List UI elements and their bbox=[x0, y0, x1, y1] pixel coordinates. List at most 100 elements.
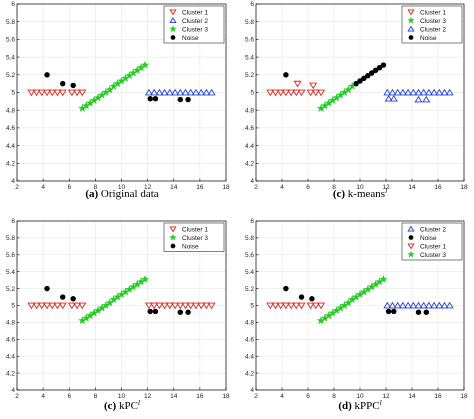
x-tick-label: 8 bbox=[94, 393, 98, 400]
data-point bbox=[144, 302, 153, 310]
data-point bbox=[147, 95, 153, 102]
data-point bbox=[186, 88, 195, 96]
series-cluster-1 bbox=[266, 302, 325, 310]
caption-text: kPPC bbox=[352, 400, 380, 412]
data-point bbox=[435, 88, 444, 96]
data-point bbox=[430, 88, 439, 96]
data-point bbox=[376, 65, 383, 71]
x-tick-label: 14 bbox=[170, 184, 178, 191]
y-tick-label: 5 bbox=[11, 303, 15, 310]
data-point bbox=[440, 301, 449, 309]
y-tick-label: 5.6 bbox=[245, 252, 254, 259]
y-tick-label: 5.6 bbox=[245, 37, 254, 44]
data-point bbox=[58, 302, 67, 310]
caption-text: k-means bbox=[345, 188, 385, 200]
x-tick-label: 16 bbox=[434, 393, 442, 400]
legend-marker bbox=[169, 233, 177, 241]
data-point bbox=[44, 72, 50, 78]
series-cluster-1 bbox=[27, 302, 216, 310]
data-point bbox=[383, 301, 392, 309]
legend-label: Cluster 1 bbox=[420, 9, 446, 16]
data-point bbox=[155, 302, 164, 310]
data-point bbox=[32, 302, 41, 310]
data-point bbox=[414, 301, 423, 309]
data-point bbox=[424, 88, 433, 96]
series-cluster-1 bbox=[27, 89, 87, 97]
panel-caption: (c) k-meansl bbox=[333, 186, 387, 200]
x-tick-label: 16 bbox=[196, 393, 204, 400]
x-tick-label: 6 bbox=[306, 393, 310, 400]
y-tick-label: 4.6 bbox=[245, 337, 254, 344]
legend-marker bbox=[407, 243, 415, 250]
data-point bbox=[150, 88, 159, 96]
data-point bbox=[287, 302, 296, 310]
data-point bbox=[388, 301, 397, 309]
data-point bbox=[276, 302, 285, 310]
data-point bbox=[404, 301, 413, 309]
data-point bbox=[368, 70, 375, 76]
x-tick-label: 2 bbox=[15, 393, 19, 400]
data-point bbox=[207, 88, 216, 96]
y-tick-label: 5.8 bbox=[6, 235, 15, 242]
data-point bbox=[404, 88, 413, 96]
y-tick-label: 4.6 bbox=[6, 337, 15, 344]
data-point bbox=[202, 88, 211, 96]
data-point bbox=[297, 302, 306, 310]
data-point bbox=[140, 274, 150, 283]
data-point bbox=[185, 309, 191, 315]
series-cluster-3 bbox=[316, 81, 357, 113]
data-point bbox=[385, 308, 392, 315]
data-point bbox=[78, 302, 87, 310]
data-point bbox=[160, 302, 169, 310]
legend-marker bbox=[408, 35, 414, 40]
legend-marker bbox=[407, 250, 415, 258]
y-tick-label: 4 bbox=[11, 178, 15, 185]
y-tick-label: 5.2 bbox=[6, 72, 15, 79]
legend-label: Cluster 2 bbox=[420, 26, 446, 33]
legend-marker bbox=[407, 225, 415, 232]
y-tick-label: 5.4 bbox=[6, 269, 15, 276]
legend-marker bbox=[408, 235, 414, 240]
data-point bbox=[44, 285, 50, 292]
data-point bbox=[311, 302, 320, 310]
data-point bbox=[414, 95, 423, 103]
y-tick-label: 4.8 bbox=[6, 320, 15, 327]
data-point bbox=[445, 301, 454, 309]
y-tick-label: 6 bbox=[250, 218, 254, 225]
data-point bbox=[27, 89, 36, 97]
y-tick-label: 4 bbox=[250, 387, 254, 394]
data-point bbox=[197, 88, 206, 96]
y-tick-label: 4.4 bbox=[6, 353, 15, 360]
y-tick-label: 4.2 bbox=[6, 161, 15, 168]
y-tick-label: 4.8 bbox=[6, 107, 15, 114]
data-point bbox=[271, 302, 280, 310]
data-point bbox=[202, 302, 211, 310]
data-point bbox=[186, 302, 195, 310]
data-point bbox=[43, 302, 52, 310]
data-point bbox=[298, 294, 305, 300]
caption-superscript: l bbox=[380, 398, 382, 407]
legend-marker bbox=[169, 226, 177, 233]
data-point bbox=[177, 96, 184, 103]
y-tick-label: 6 bbox=[250, 1, 254, 8]
data-point bbox=[365, 72, 371, 79]
y-tick-label: 5.2 bbox=[245, 72, 254, 79]
legend-marker bbox=[169, 9, 177, 16]
legend-label: Noise bbox=[182, 243, 199, 250]
data-point bbox=[176, 302, 185, 310]
data-point bbox=[176, 88, 185, 96]
legend-label: Noise bbox=[182, 35, 199, 42]
x-tick-label: 6 bbox=[306, 184, 310, 191]
data-point bbox=[37, 89, 46, 97]
data-point bbox=[181, 302, 190, 310]
y-tick-label: 6 bbox=[11, 1, 15, 8]
data-point bbox=[287, 89, 296, 97]
data-point bbox=[67, 302, 76, 310]
series-noise bbox=[44, 72, 191, 103]
series-cluster-2 bbox=[383, 88, 454, 103]
legend-label: Cluster 3 bbox=[182, 235, 208, 242]
x-tick-label: 4 bbox=[280, 184, 284, 191]
